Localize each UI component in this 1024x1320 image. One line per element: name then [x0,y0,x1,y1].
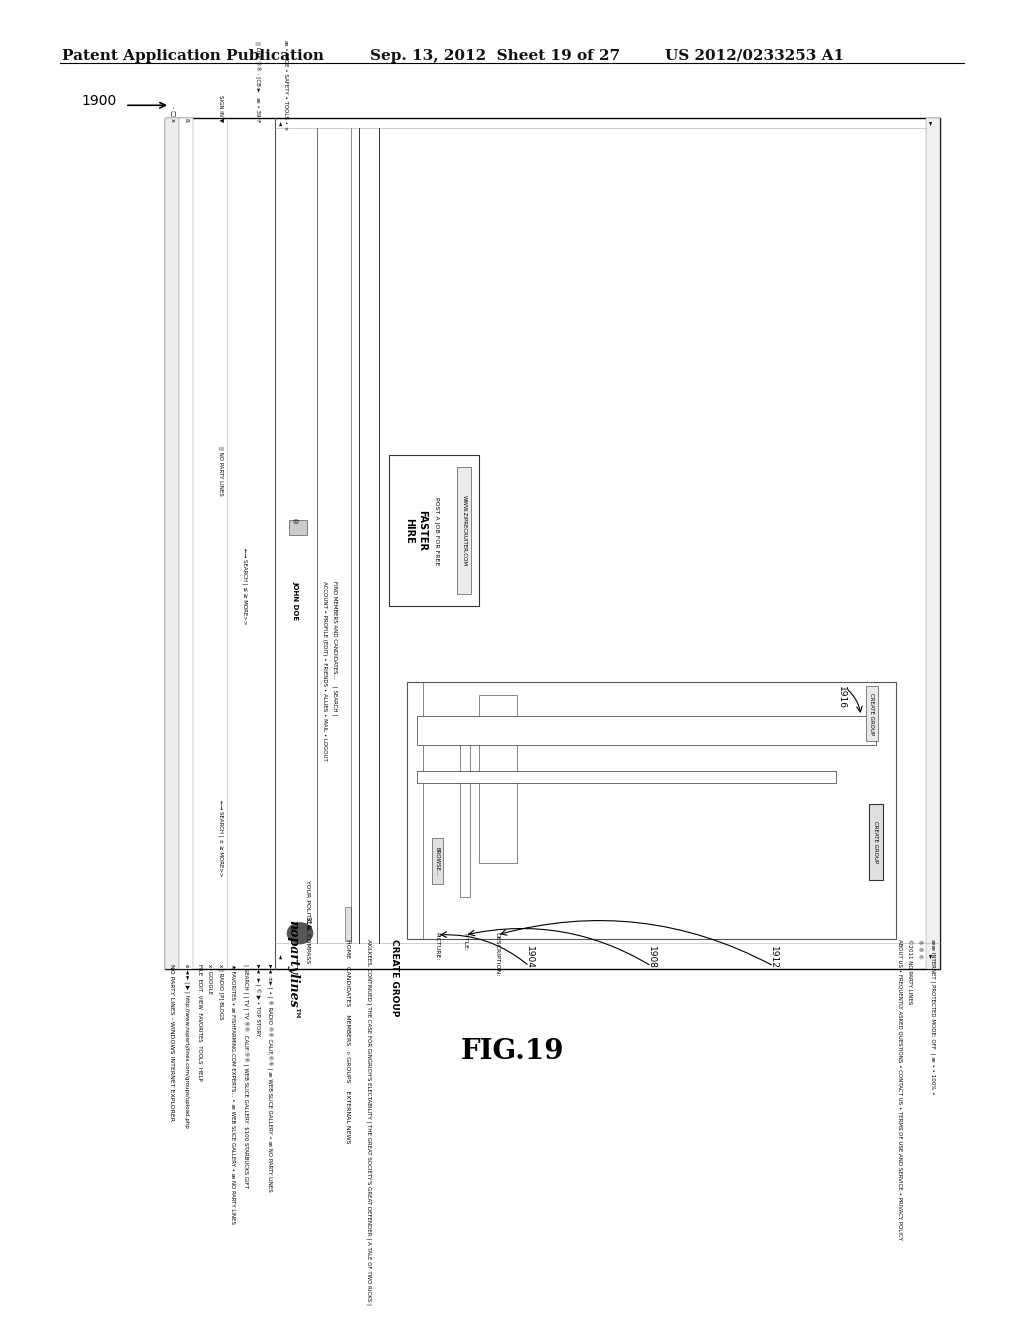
Text: ◄: ◄ [278,954,283,958]
Circle shape [286,921,314,945]
Text: NO PARTY LINES - WINDOWS INTERNET EXPLORER: NO PARTY LINES - WINDOWS INTERNET EXPLOR… [170,965,174,1122]
Text: FILE  EDIT  VIEW  FAVORITES  TOOLS  HELP: FILE EDIT VIEW FAVORITES TOOLS HELP [197,965,202,1081]
Text: é ◄ ► | ▶ | http://www.nopartylines.com/groups/upload.php: é ◄ ► | ▶ | http://www.nopartylines.com/… [183,965,189,1129]
Text: ææ INTERNET | PROTECTED MODE: OFF  | æ • • 100% •: ææ INTERNET | PROTECTED MODE: OFF | æ • … [930,939,936,1094]
Text: Sep. 13, 2012  Sheet 19 of 27: Sep. 13, 2012 Sheet 19 of 27 [370,49,621,63]
Polygon shape [417,715,876,746]
Text: | SEARCH | | TV | TV ®®  CALIF.®® | WEB SLICE GALLERY  $100 STARBUCKS GIFT: | SEARCH | | TV | TV ®® CALIF.®® | WEB S… [242,965,248,1188]
Polygon shape [417,771,836,783]
Polygon shape [432,838,443,884]
Polygon shape [407,682,896,939]
Text: US 2012/0233253 A1: US 2012/0233253 A1 [665,49,844,63]
Text: CREATE GROUP: CREATE GROUP [869,693,874,735]
Text: AKILKEES, CONTINUED | THE CASE FOR GINGRICH'S ELECTABILITY | THE GREAT SOCIETY'S: AKILKEES, CONTINUED | THE CASE FOR GINGR… [367,939,372,1305]
Text: || NO PARTY LINES: || NO PARTY LINES [218,446,224,496]
Text: JOHN DOE: JOHN DOE [292,581,298,620]
Text: CREATE GROUP: CREATE GROUP [873,821,879,863]
Text: ►◄ ·±► | • | ® RADIO ®® CALIF.®® | æ WEB SLICE GALLERY • æ NO PARTY LINES: ►◄ ·±► | • | ® RADIO ®® CALIF.®® | æ WEB… [266,965,272,1192]
Text: WWW.ZIPRECRUITER.COM: WWW.ZIPRECRUITER.COM [462,495,467,566]
Text: ►◄ · ► | © ▶ • TOP STORY: ►◄ · ► | © ▶ • TOP STORY [254,965,260,1036]
Text: Patent Application Publication: Patent Application Publication [62,49,324,63]
Text: ◄: ◄ [278,121,283,125]
Polygon shape [926,117,940,969]
Text: || LIKE ®® · [CB ►   æ • 39°F: || LIKE ®® · [CB ► æ • 39°F [254,41,260,123]
Text: æ • PAGE • SAFETY • TOOLS • ×: æ • PAGE • SAFETY • TOOLS • × [283,40,288,131]
Text: ►: ► [928,954,933,958]
Text: ® ® ®: ® ® ® [918,939,923,960]
Polygon shape [179,117,193,969]
Text: ACCOUNT • PROFILE (EDIT) • FRIENDS • ALLIES • MAIL • LOGOUT: ACCOUNT • PROFILE (EDIT) • FRIENDS • ALL… [323,581,328,760]
Polygon shape [289,520,307,535]
Text: POST A JOB FOR FREE: POST A JOB FOR FREE [433,496,438,565]
Text: x  GOOGLE: x GOOGLE [208,965,213,994]
Text: YOUR POLITICAL COMPASS: YOUR POLITICAL COMPASS [304,880,309,964]
Text: - □ x: - □ x [170,107,174,123]
Text: FIND MEMBERS AND CANDIDATES...    | SEARCH |: FIND MEMBERS AND CANDIDATES... | SEARCH … [332,581,338,715]
Polygon shape [165,117,179,969]
Text: ß: ß [183,117,188,123]
Polygon shape [869,804,883,880]
Polygon shape [479,694,517,863]
Text: FASTER: FASTER [417,510,427,552]
Polygon shape [345,907,351,941]
Text: ←→ SEARCH | ≤ ≥ MORE>>: ←→ SEARCH | ≤ ≥ MORE>> [243,548,248,624]
Polygon shape [460,729,470,898]
Text: nopartylines™: nopartylines™ [287,920,299,1020]
Text: 316: 316 [304,916,310,929]
Text: FIG.19: FIG.19 [460,1038,564,1065]
Text: ►: ► [928,121,933,125]
Text: HIRE: HIRE [404,517,414,544]
Text: 1904: 1904 [524,946,534,969]
Bar [165,117,940,969]
Text: ®: ® [290,517,296,525]
Text: PICTURE:: PICTURE: [434,932,439,961]
Polygon shape [457,467,471,594]
Text: SIGN IN ▼: SIGN IN ▼ [218,95,223,123]
Polygon shape [389,455,479,606]
Text: 1908: 1908 [647,945,656,969]
Text: ©2011 NO PARTY LINES: ©2011 NO PARTY LINES [907,939,912,1005]
Text: BROWSE...: BROWSE... [434,847,439,876]
Text: ABOUT US • FREQUENTLY ASKED QUESTIONS • CONTACT US • TERMS OF USE AND SERVICE • : ABOUT US • FREQUENTLY ASKED QUESTIONS • … [897,939,902,1239]
Polygon shape [866,686,878,742]
Text: DESCRIPTION:: DESCRIPTION: [495,932,500,977]
Text: 1916: 1916 [837,686,846,709]
Text: x | RADIO [P] BLOGS: x | RADIO [P] BLOGS [218,965,224,1020]
Text: HOME    CANDIDATES    MEMBERS   ▹ GROUPS    EXTERNAL NEWS: HOME CANDIDATES MEMBERS ▹ GROUPS EXTERNA… [344,939,349,1143]
Text: ←→ SEARCH | ± ≥ MORE>>: ←→ SEARCH | ± ≥ MORE>> [218,800,224,876]
Text: CREATE GROUP: CREATE GROUP [390,939,399,1016]
Text: 1900: 1900 [82,94,117,108]
Text: 1912: 1912 [769,946,778,969]
Text: ★ FAVORITES • æ FISHFARMING.COM EXPERTS... • æ WEB SLICE GALLERY • æ NO PARTY LI: ★ FAVORITES • æ FISHFARMING.COM EXPERTS.… [230,965,236,1225]
Text: TITLE:: TITLE: [463,932,468,952]
